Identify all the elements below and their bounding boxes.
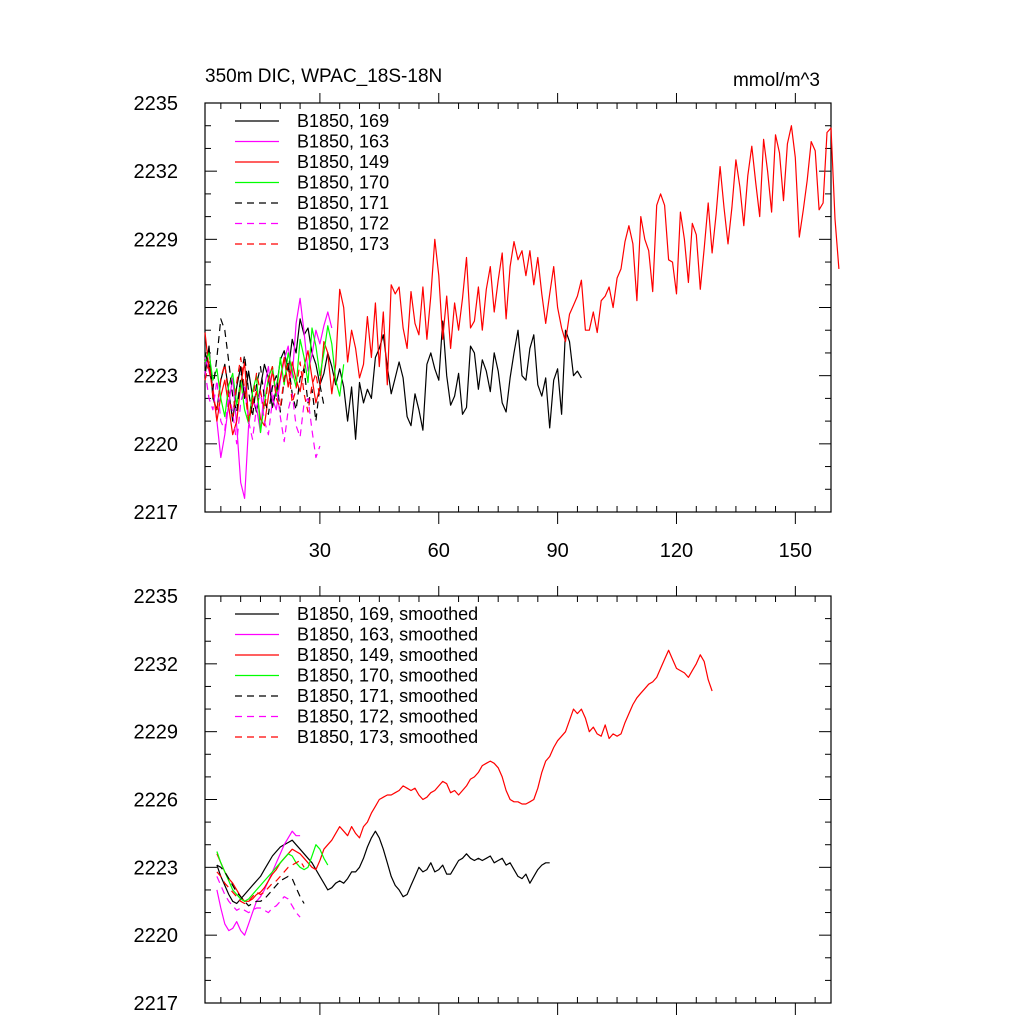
- y-tick-label: 2235: [134, 586, 179, 608]
- smoothed-timeseries-panel: 2217 2220 2223 2226 2229 2232 2235 B1850, 169, …: [134, 586, 832, 1015]
- series-line: [204, 318, 582, 440]
- legend-label: B1850, 163: [297, 132, 389, 152]
- x-tick-label: 30: [309, 540, 331, 562]
- y-tick-label: 2223: [134, 857, 179, 879]
- legend-label: B1850, 149, smoothed: [297, 645, 478, 665]
- y-tick-label: 2232: [134, 161, 179, 183]
- series-line: [216, 830, 301, 936]
- y-tick-label: 2229: [134, 722, 179, 744]
- y-tick-label: 2232: [134, 654, 179, 676]
- series-line: [204, 125, 840, 436]
- legend-label: B1850, 170: [297, 173, 389, 193]
- legend-label: B1850, 172: [297, 214, 389, 234]
- legend-label: B1850, 173: [297, 234, 389, 254]
- series-line: [216, 649, 713, 902]
- y-tick-label: 2226: [134, 298, 179, 320]
- y-tick-label: 2220: [134, 434, 179, 456]
- series-line: [216, 864, 305, 907]
- legend-label: B1850, 173, smoothed: [297, 727, 478, 747]
- legend-label: B1850, 169: [297, 111, 389, 131]
- x-tick-label: 120: [660, 540, 693, 562]
- legend-label: B1850, 169, smoothed: [297, 604, 478, 624]
- legend-label: B1850, 163, smoothed: [297, 625, 478, 645]
- x-tick-label: 150: [779, 540, 812, 562]
- series-line: [216, 876, 301, 918]
- series-line: [204, 371, 321, 459]
- y-tick-label: 2223: [134, 366, 179, 388]
- y-tick-label: 2235: [134, 93, 179, 115]
- y-tick-label: 2217: [134, 993, 179, 1015]
- y-tick-label: 2229: [134, 229, 179, 251]
- y-tick-label: 2226: [134, 790, 179, 812]
- legend-label: B1850, 172, smoothed: [297, 707, 478, 727]
- raw-timeseries-panel: 2217 2220 2223 2226 2229 2232 2235 30 60 90 120 150…: [134, 93, 840, 562]
- series-line: [204, 297, 333, 499]
- y-tick-label: 2217: [134, 502, 179, 524]
- y-tick-label: 2220: [134, 925, 179, 947]
- legend-label: B1850, 171: [297, 193, 389, 213]
- units-label: mmol/m^3: [733, 70, 820, 91]
- x-tick-label: 60: [428, 540, 450, 562]
- series-line: [204, 325, 345, 434]
- series-line: [216, 844, 329, 902]
- legend-label: B1850, 170, smoothed: [297, 666, 478, 686]
- series-line: [216, 859, 305, 905]
- series-line: [216, 830, 550, 905]
- legend-label: B1850, 171, smoothed: [297, 686, 478, 706]
- legend-label: B1850, 149: [297, 152, 389, 172]
- series-line: [204, 318, 325, 422]
- figure-title: 350m DIC, WPAC_18S-18N: [205, 66, 442, 87]
- x-tick-label: 90: [546, 540, 568, 562]
